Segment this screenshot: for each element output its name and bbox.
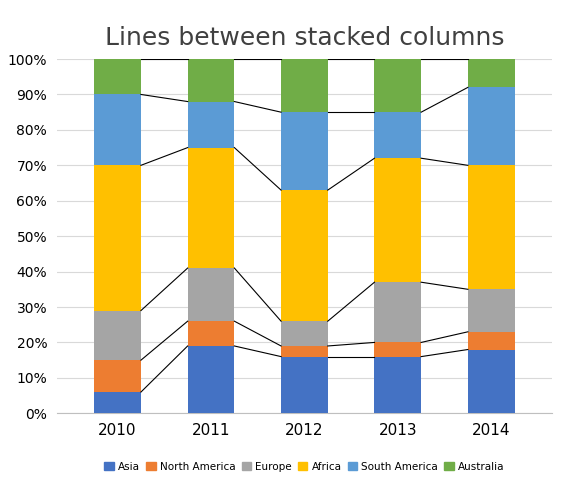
Bar — [281, 357, 328, 413]
Bar — [94, 360, 141, 392]
Bar — [374, 112, 421, 158]
Bar — [188, 148, 234, 268]
Title: Lines between stacked columns: Lines between stacked columns — [105, 26, 504, 50]
Bar — [281, 190, 328, 321]
Bar — [468, 59, 514, 88]
Bar — [188, 268, 234, 321]
Bar — [94, 59, 141, 94]
Bar — [94, 165, 141, 310]
Bar — [374, 59, 421, 112]
Bar — [374, 282, 421, 342]
Bar — [188, 346, 234, 413]
Bar — [374, 357, 421, 413]
Bar — [94, 310, 141, 360]
Legend: Asia, North America, Europe, Africa, South America, Australia: Asia, North America, Europe, Africa, Sou… — [100, 458, 509, 476]
Bar — [468, 332, 514, 349]
Bar — [468, 289, 514, 332]
Bar — [188, 101, 234, 148]
Bar — [468, 349, 514, 413]
Bar — [281, 59, 328, 112]
Bar — [374, 158, 421, 282]
Bar — [188, 59, 234, 101]
Bar — [374, 342, 421, 357]
Bar — [468, 88, 514, 165]
Bar — [281, 321, 328, 346]
Bar — [281, 346, 328, 357]
Bar — [188, 321, 234, 346]
Bar — [94, 392, 141, 413]
Bar — [94, 94, 141, 165]
Bar — [281, 112, 328, 190]
Bar — [468, 165, 514, 289]
